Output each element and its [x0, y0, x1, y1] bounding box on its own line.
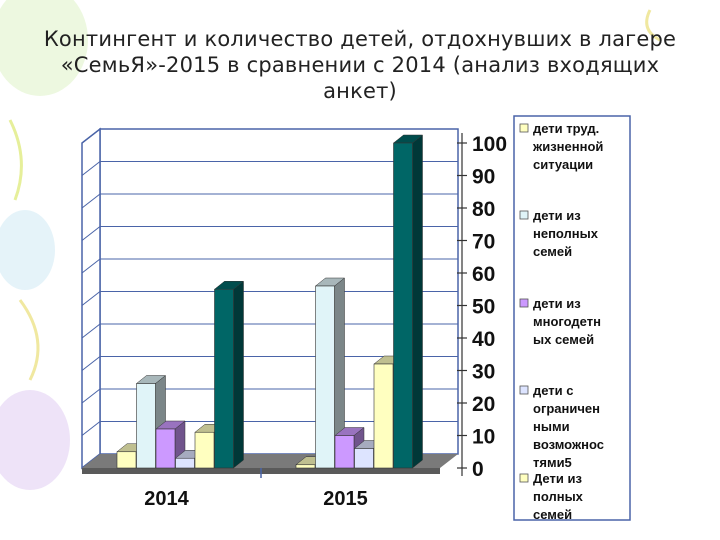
legend-label: дети из [533, 208, 581, 223]
legend-label: ными [533, 419, 570, 434]
gridline-side [81, 161, 101, 176]
bar [136, 383, 156, 469]
legend-label: полных [533, 489, 584, 504]
gridline-side [81, 323, 101, 339]
gridline-side [81, 356, 101, 371]
legend-label: тями5 [533, 455, 572, 470]
bar-side [233, 280, 244, 469]
bar [194, 431, 215, 469]
legend-swatch [519, 298, 529, 308]
legend-label: Дети из [533, 471, 582, 486]
y-tick-label: 10 [472, 426, 495, 449]
legend-label: семей [533, 507, 572, 522]
legend-label: семей [533, 244, 572, 259]
bar [334, 435, 355, 469]
legend-label: жизненной [532, 139, 603, 154]
y-tick-label: 60 [472, 263, 495, 286]
gridline-side [81, 421, 101, 436]
gridline-side [81, 193, 101, 209]
chart-title: Контингент и количество детей, отдохнувш… [43, 27, 677, 103]
bar [295, 464, 316, 469]
legend-swatch [519, 385, 529, 395]
bar-side [412, 134, 423, 469]
gridline-side [81, 226, 101, 241]
y-tick-label: 80 [472, 198, 495, 221]
x-tick-label: 2015 [323, 488, 368, 510]
legend-swatch [519, 123, 529, 133]
bar [155, 428, 176, 469]
bar [214, 288, 234, 469]
legend-swatch [519, 210, 529, 220]
legend-label: многодетн [533, 314, 601, 329]
bar [393, 142, 413, 469]
gridline-side [81, 291, 101, 306]
legend-label: дети труд. [533, 121, 599, 136]
gridline-side [81, 388, 101, 404]
legend-label: возможнос [533, 437, 604, 452]
bar [315, 285, 335, 469]
legend-label: неполных [533, 226, 599, 241]
y-tick-label: 90 [472, 166, 495, 189]
legend-label: дети из [533, 296, 581, 311]
gridline-side [81, 258, 101, 274]
y-tick-label: 70 [472, 231, 495, 254]
y-tick-label: 50 [472, 296, 495, 319]
y-tick-label: 40 [472, 328, 495, 351]
bar [175, 457, 195, 469]
bar [116, 451, 137, 469]
legend-label: ситуации [533, 157, 593, 172]
y-tick-label: 0 [472, 458, 484, 481]
y-tick-label: 20 [472, 393, 495, 416]
bar [354, 448, 374, 469]
gridline-side [81, 128, 101, 144]
x-tick-label: 2014 [144, 488, 189, 510]
legend-label: дети с [533, 383, 574, 398]
legend-label: ых семей [533, 332, 594, 347]
y-tick-label: 30 [472, 361, 495, 384]
legend-label: ограничен [533, 401, 600, 416]
bar [373, 363, 394, 469]
y-tick-label: 100 [472, 133, 507, 156]
legend-swatch [519, 473, 529, 483]
legend-box [513, 115, 631, 521]
